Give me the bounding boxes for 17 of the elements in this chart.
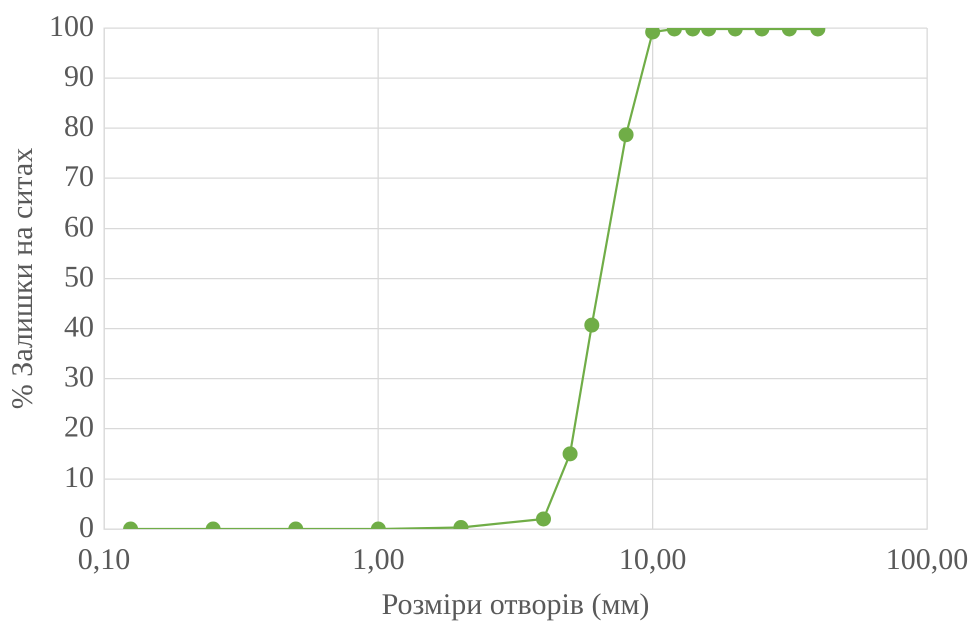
y-tick-label: 10 (64, 460, 94, 494)
y-tick-label: 80 (64, 110, 94, 144)
y-tick-label: 20 (64, 410, 94, 444)
y-tick-label: 50 (64, 260, 94, 294)
y-tick-label: 40 (64, 310, 94, 344)
x-tick-label: 1,00 (352, 542, 405, 576)
x-tick-label: 100,00 (886, 542, 968, 576)
x-axis-title: Розміри отворів (мм) (382, 588, 650, 621)
y-tick-label: 70 (64, 160, 94, 194)
y-tick-label: 60 (64, 210, 94, 244)
x-tick-label: 0,10 (78, 542, 130, 576)
y-axis-title: % Залишки на ситах (6, 148, 39, 410)
y-tick-label: 90 (64, 60, 94, 93)
y-tick-label: 100 (49, 10, 94, 43)
x-tick-label: 10,00 (618, 542, 686, 576)
y-tick-label: 0 (79, 510, 94, 544)
y-tick-label: 30 (64, 360, 94, 394)
